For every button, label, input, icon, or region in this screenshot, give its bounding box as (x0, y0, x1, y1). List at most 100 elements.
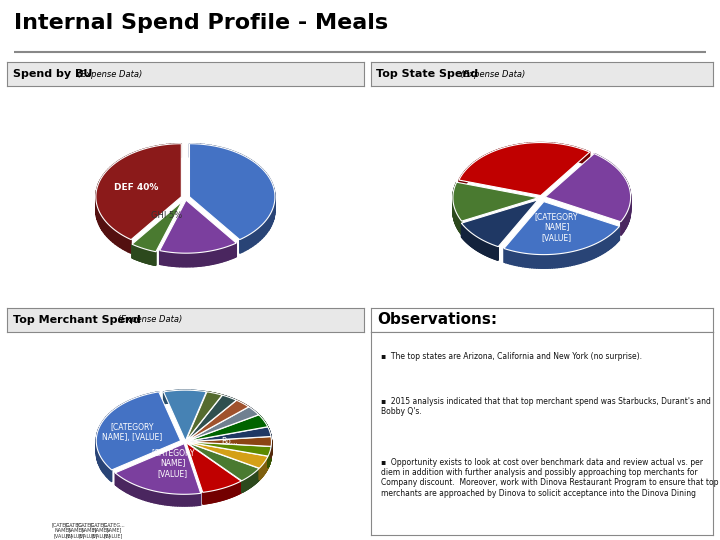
Polygon shape (486, 242, 487, 256)
Polygon shape (197, 494, 199, 505)
Polygon shape (611, 233, 612, 248)
Polygon shape (270, 179, 271, 195)
Polygon shape (199, 391, 200, 403)
Polygon shape (562, 253, 564, 267)
Polygon shape (173, 390, 174, 402)
Polygon shape (117, 406, 120, 419)
Polygon shape (490, 244, 491, 258)
Polygon shape (136, 151, 140, 165)
Polygon shape (162, 251, 163, 265)
Polygon shape (143, 148, 146, 163)
Polygon shape (453, 182, 539, 221)
Polygon shape (123, 403, 125, 416)
Text: Observations:: Observations: (377, 313, 498, 327)
Polygon shape (603, 239, 605, 253)
Polygon shape (213, 250, 215, 264)
Polygon shape (196, 494, 197, 505)
Polygon shape (153, 146, 156, 160)
Polygon shape (621, 173, 622, 188)
Polygon shape (156, 491, 157, 503)
Polygon shape (200, 252, 202, 266)
Polygon shape (272, 184, 273, 199)
Polygon shape (121, 404, 123, 417)
Polygon shape (552, 143, 554, 157)
Polygon shape (480, 157, 482, 172)
Polygon shape (202, 252, 203, 266)
Polygon shape (180, 390, 181, 402)
Polygon shape (606, 159, 607, 174)
Polygon shape (544, 143, 546, 157)
Polygon shape (189, 253, 191, 267)
Polygon shape (128, 482, 130, 494)
Polygon shape (579, 249, 581, 264)
Polygon shape (539, 254, 541, 268)
Polygon shape (618, 170, 619, 185)
Polygon shape (131, 483, 132, 495)
Polygon shape (182, 390, 183, 402)
Polygon shape (613, 231, 615, 246)
Polygon shape (497, 246, 498, 260)
Polygon shape (194, 494, 196, 506)
Polygon shape (495, 246, 496, 260)
Polygon shape (169, 252, 170, 266)
Polygon shape (582, 248, 585, 262)
Polygon shape (166, 252, 168, 266)
Polygon shape (186, 253, 188, 267)
Polygon shape (544, 254, 546, 268)
Polygon shape (111, 227, 113, 242)
Polygon shape (120, 477, 122, 489)
Polygon shape (163, 390, 207, 441)
Polygon shape (124, 479, 125, 491)
Polygon shape (109, 467, 110, 481)
Polygon shape (185, 390, 186, 402)
Polygon shape (163, 492, 165, 505)
Polygon shape (146, 147, 149, 162)
Polygon shape (494, 245, 495, 259)
Polygon shape (264, 171, 266, 187)
Polygon shape (271, 211, 272, 226)
Polygon shape (589, 246, 590, 260)
Polygon shape (517, 144, 519, 158)
Polygon shape (541, 143, 544, 156)
Polygon shape (468, 166, 469, 181)
Polygon shape (225, 148, 228, 163)
Polygon shape (126, 481, 127, 493)
Polygon shape (228, 246, 230, 260)
Polygon shape (510, 251, 512, 265)
Polygon shape (251, 160, 254, 176)
Text: Spend by BU: Spend by BU (12, 69, 92, 79)
Polygon shape (150, 490, 152, 502)
Polygon shape (504, 147, 506, 161)
Polygon shape (593, 244, 595, 259)
Polygon shape (246, 157, 249, 172)
Polygon shape (516, 252, 518, 266)
Polygon shape (541, 254, 544, 268)
Text: ▪  2015 analysis indicated that that top merchant spend was Starbucks, Durant's : ▪ 2015 analysis indicated that that top … (381, 397, 711, 416)
Polygon shape (548, 254, 550, 268)
Text: [CATEG...
NAME]
[VALUE]: [CATEG... NAME] [VALUE] (64, 522, 87, 538)
Polygon shape (115, 473, 116, 485)
Polygon shape (486, 154, 487, 168)
Polygon shape (166, 493, 168, 505)
Polygon shape (102, 217, 104, 233)
Polygon shape (619, 171, 621, 186)
Polygon shape (100, 424, 101, 438)
Polygon shape (165, 493, 166, 505)
Polygon shape (165, 252, 166, 265)
Text: [CATEG...
NAME]
[VALUE]: [CATEG... NAME] [VALUE] (77, 522, 99, 538)
Polygon shape (99, 211, 100, 226)
Polygon shape (117, 160, 120, 176)
Polygon shape (623, 176, 624, 190)
Polygon shape (186, 400, 248, 441)
Polygon shape (115, 231, 117, 246)
Polygon shape (111, 411, 112, 424)
Polygon shape (190, 390, 192, 402)
Polygon shape (612, 164, 613, 179)
Polygon shape (546, 143, 549, 157)
Polygon shape (186, 395, 236, 441)
Polygon shape (256, 228, 258, 244)
Text: [CATEG...
NAME]
[VALUE]: [CATEG... NAME] [VALUE] (90, 522, 112, 538)
Polygon shape (504, 248, 506, 263)
Polygon shape (539, 143, 541, 156)
Polygon shape (169, 391, 170, 403)
